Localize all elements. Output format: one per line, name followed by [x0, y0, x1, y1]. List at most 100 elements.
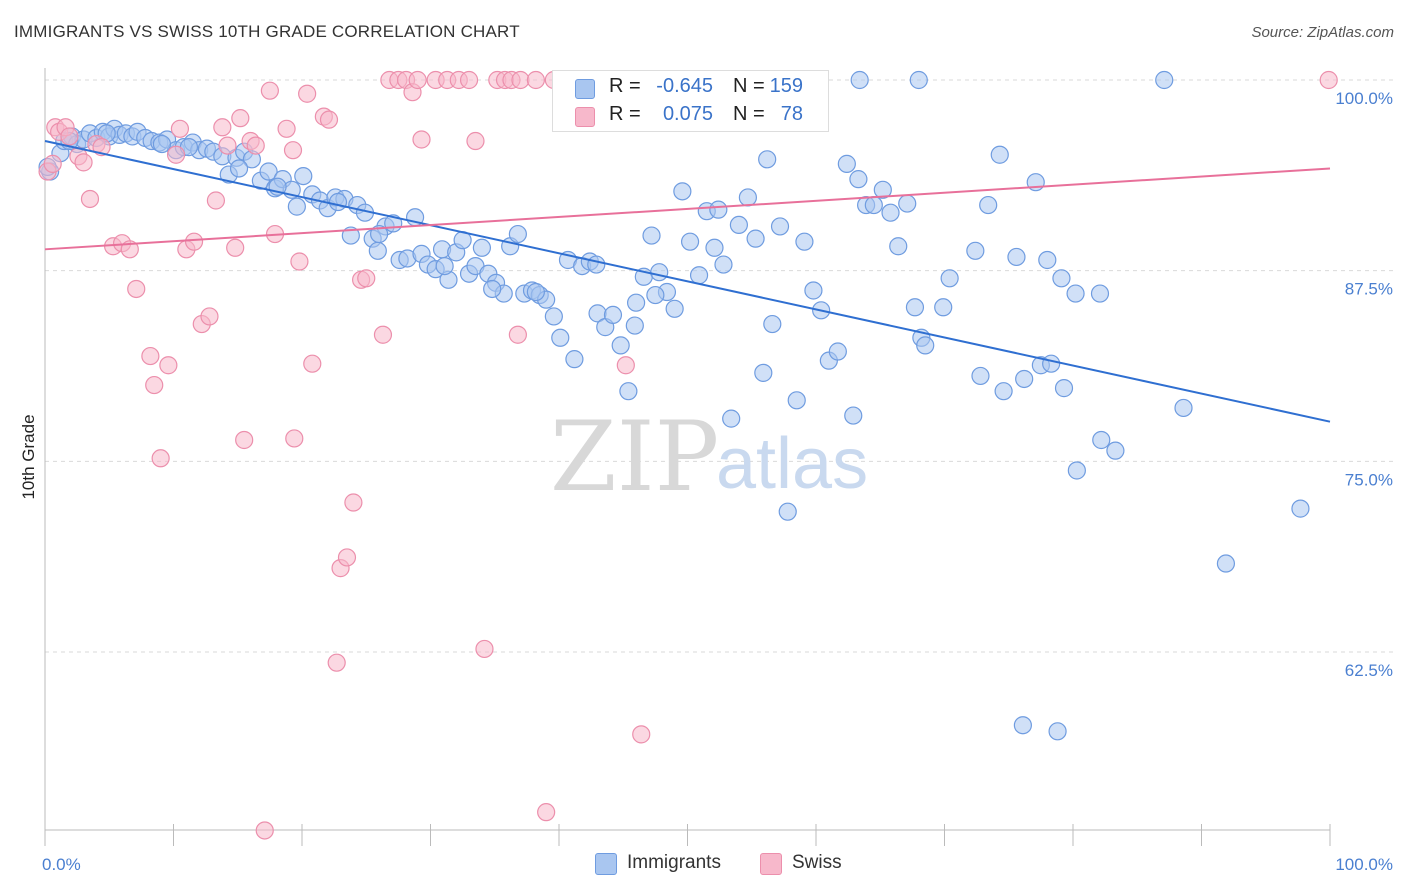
swiss-point [166, 145, 186, 164]
swiss-point [298, 84, 317, 103]
immigrants-point [1015, 369, 1034, 389]
swiss-point [80, 189, 100, 209]
immigrants-point [770, 217, 790, 236]
immigrants-point [508, 224, 527, 244]
swiss-point [1319, 70, 1338, 90]
swiss-point [127, 279, 146, 299]
immigrants-point [294, 166, 313, 186]
immigrants-point [603, 305, 623, 325]
swiss-point [526, 70, 545, 90]
swiss-point [408, 70, 427, 90]
swiss-point [43, 154, 62, 173]
swiss-point [206, 191, 226, 210]
swiss-point [475, 639, 494, 659]
swiss-point [537, 803, 556, 822]
swiss-point [511, 70, 530, 90]
y-tick-label: 62.5% [1345, 661, 1393, 680]
n-label: N = [733, 75, 765, 97]
immigrants-trend-line [44, 140, 1331, 423]
swiss-point [466, 131, 485, 151]
swiss-point [337, 548, 357, 567]
immigrants-point [844, 406, 863, 425]
immigrants-point [787, 391, 806, 410]
immigrants-point [1090, 284, 1110, 303]
x-tick-label: 100.0% [1335, 855, 1393, 874]
immigrants-point [873, 180, 892, 199]
immigrants-point [971, 366, 990, 386]
swiss-point [151, 449, 170, 468]
immigrants-point [881, 203, 900, 222]
immigrants-point [435, 256, 454, 276]
immigrants-swatch [595, 853, 617, 875]
immigrants-point [483, 279, 502, 299]
immigrants-point [994, 382, 1013, 401]
immigrants-point [1067, 461, 1086, 480]
swiss-point [373, 325, 393, 344]
swiss-point [357, 269, 376, 288]
immigrants-point [729, 215, 749, 235]
swiss-point [235, 430, 254, 450]
data-points [38, 70, 1338, 840]
immigrants-point [1291, 499, 1310, 518]
y-axis-label: 10th Grade [19, 414, 38, 499]
n-value: 78 [780, 103, 803, 125]
swiss-point [303, 354, 322, 373]
immigrants-point [1013, 716, 1032, 735]
swiss-point [285, 429, 304, 448]
immigrants-point [472, 238, 491, 257]
immigrants-point [864, 195, 883, 215]
swiss-point [255, 821, 274, 840]
immigrants-point [1054, 379, 1074, 398]
swiss-point [319, 110, 339, 129]
immigrants-point [934, 298, 953, 317]
immigrants-point [526, 282, 545, 302]
immigrants-swatch [575, 79, 595, 99]
immigrants-point [795, 232, 814, 251]
x-tick-label: 0.0% [42, 855, 81, 874]
n-value: 159 [769, 75, 803, 97]
immigrants-point [754, 363, 773, 382]
immigrants-point [940, 269, 959, 288]
n-label: N = [733, 103, 765, 125]
tick-labels: 62.5% 75.0% 87.5% 100.0% 0.0% 100.0% [42, 89, 1393, 874]
immigrants-point [889, 237, 908, 256]
watermark-zip: ZIP [550, 401, 719, 513]
immigrants-point [642, 226, 661, 245]
swiss-trend-line [44, 167, 1331, 251]
immigrants-point [849, 170, 868, 189]
immigrants-point [259, 162, 278, 181]
legend-label: Swiss [792, 852, 842, 873]
legend-row-immigrants: R = -0.645 N = 159 [553, 73, 828, 101]
immigrants-point [746, 229, 765, 248]
swiss-point [412, 130, 431, 149]
swiss-point [226, 238, 245, 257]
trend-lines [44, 140, 1331, 423]
immigrants-point [828, 342, 847, 361]
swiss-point [344, 493, 363, 512]
immigrants-point [673, 182, 692, 201]
immigrants-point [287, 197, 306, 216]
immigrants-point [368, 241, 387, 260]
immigrants-point [1092, 430, 1111, 450]
immigrants-point [1052, 269, 1071, 288]
immigrants-point [587, 255, 606, 274]
immigrants-point [714, 255, 733, 274]
immigrants-point [229, 159, 249, 178]
y-tick-label: 100.0% [1335, 89, 1393, 108]
immigrants-point [1048, 722, 1067, 741]
watermark-atlas: atlas [716, 424, 868, 504]
immigrants-point [370, 224, 389, 244]
immigrants-point [778, 502, 797, 521]
immigrants-point [328, 192, 348, 212]
immigrants-point [544, 307, 563, 326]
watermark: ZIP atlas [550, 401, 868, 513]
swiss-point [283, 141, 303, 160]
legend-label: Immigrants [627, 852, 721, 873]
immigrants-point [1042, 354, 1061, 373]
immigrants-point [1007, 247, 1026, 267]
immigrants-point [722, 409, 741, 428]
swiss-point [231, 109, 250, 128]
r-label: R = [609, 103, 641, 125]
immigrants-point [565, 350, 584, 369]
swiss-point [170, 119, 190, 138]
